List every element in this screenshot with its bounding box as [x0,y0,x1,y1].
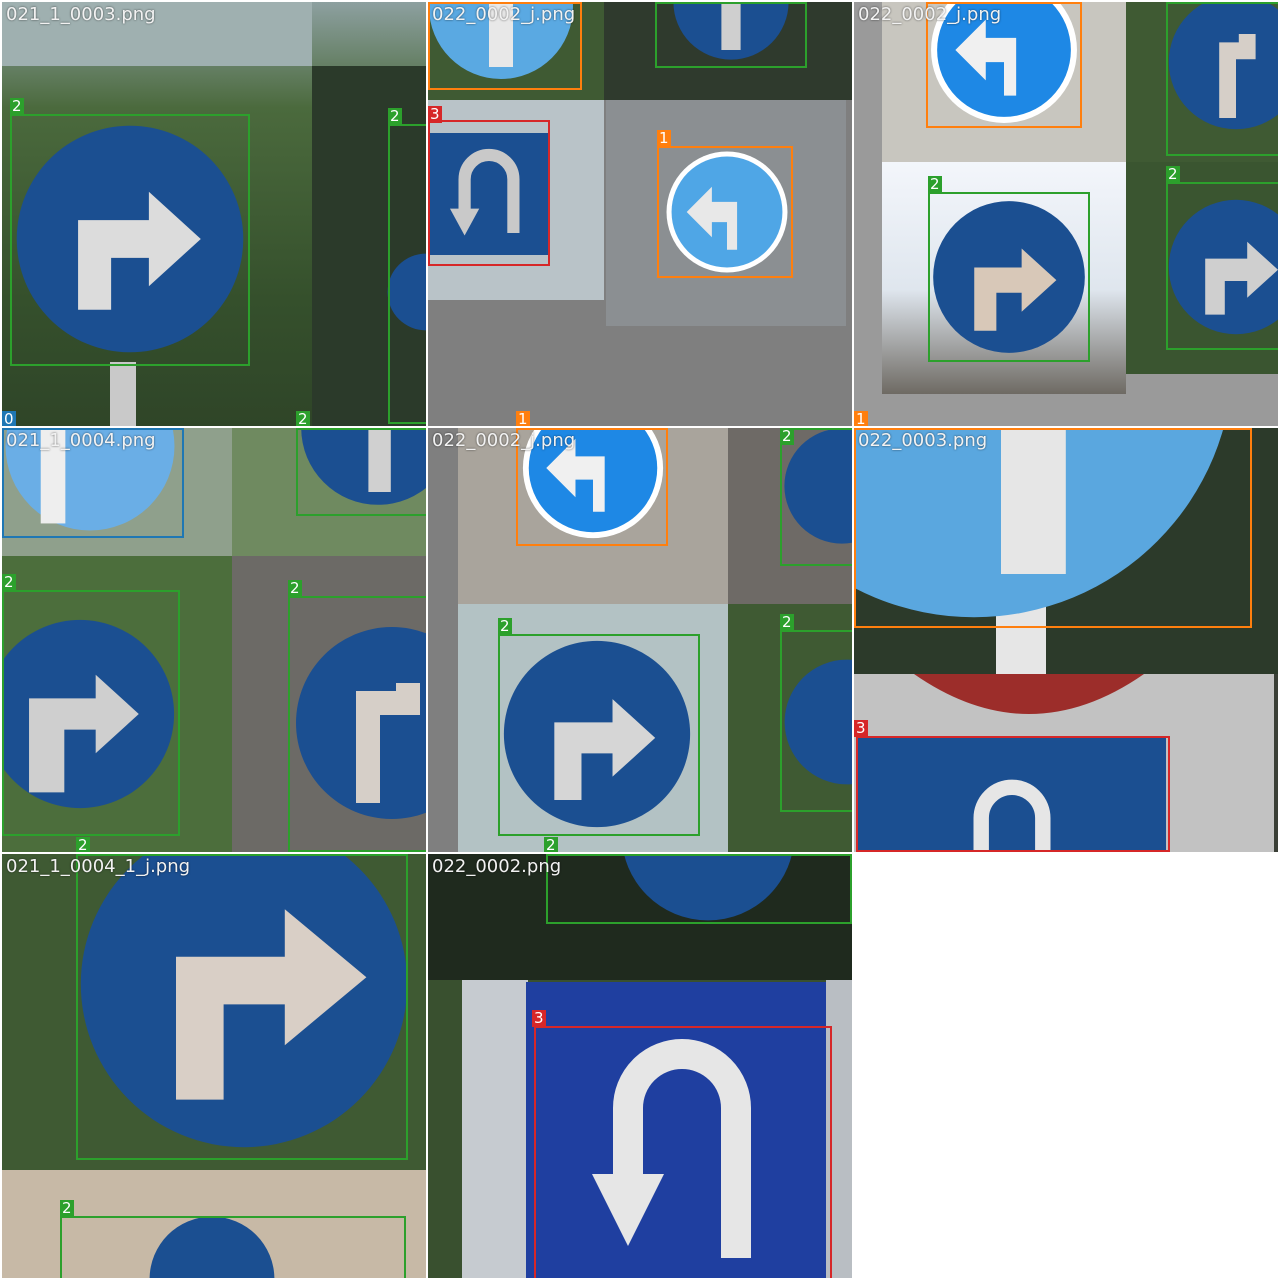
tile-5-sign-right-turn [500,636,694,832]
tile-3-sign-dark-top-right [1166,2,1278,152]
tile-8-box-b [546,854,852,924]
tile-4-sign-dark-top-right [298,428,426,508]
tile-6-sign-light-large [854,428,1254,628]
tile-1-pole [110,362,136,426]
tile-2-sign-u-turn [428,124,550,264]
tile-2: 3 1 1 022_0002_j.png [428,2,852,426]
tile-1-box-b [388,124,426,424]
tile-5-sign-dark-top-right [782,428,852,564]
tile-5-sign-left-turn [520,428,666,544]
tile-9-empty [854,854,1278,1278]
tile-2-sign-light-top [428,2,578,82]
tile-4-label-0: 2 [2,573,16,591]
tile-1-sign-right-turn [12,114,248,364]
tile-4-box-d [296,428,426,516]
tile-4-box-b [288,596,426,852]
tile-2-label-0: 3 [428,105,442,123]
tile-5-title: 022_0002_j.png [432,430,576,451]
tile-5-label-0: 2 [498,617,512,635]
tile-8: 3 022_0002.png [428,854,852,1278]
tile-6-sign-red-ring [914,674,1144,734]
tile-3-label-2: 1 [854,410,868,426]
tile-8-sign-u-turn [526,982,826,1278]
tile-4-box-c [2,428,184,538]
tile-5-box-c [516,428,668,546]
tile-4-sign-light-top [2,428,188,534]
tile-3-box-d [1166,2,1278,156]
tile-8-box-a [534,1026,832,1278]
tile-7: 2 021_1_0004_1_j.png [2,854,426,1278]
tile-3-label-0: 2 [928,175,942,193]
tile-1-box-a [10,114,250,366]
tile-2-sign-dark-top [656,2,806,62]
tile-3: 2 2 1 022_0002_j.png [854,2,1278,426]
tile-4-label-2: 2 [76,836,90,852]
tile-2-box-c [428,2,582,90]
tile-3-box-a [928,192,1090,362]
tile-8-label-0: 3 [532,1009,546,1027]
tile-2-label-1: 1 [657,129,671,147]
tile-3-sign-right-turn [930,194,1088,360]
tile-6-box-a [854,428,1252,628]
tile-7-box-b [60,1216,406,1278]
tile-4-label-1: 2 [288,579,302,597]
tile-4-box-a [2,590,180,836]
tile-7-sign-bottom [112,1214,312,1278]
tile-6-sign-u-turn [858,738,1166,852]
tile-1: 0 2 2 2 021_1_0003.png [2,2,426,426]
tile-7-label-0: 2 [60,1199,74,1217]
tile-1-label-0: 0 [2,410,16,426]
tile-4-sign-right-turn [2,592,178,836]
tile-4-sign-dark-right [292,598,426,848]
tile-5: 2 2 2 2 022_0002_j.png [428,428,852,852]
tile-3-box-c [926,2,1082,128]
tile-2-box-a [428,120,550,266]
tile-8-pole-left [462,980,528,1278]
tile-6: 3 022_0003.png [854,428,1278,852]
tile-1-sign-partial [386,162,426,422]
tile-4-title: 021_1_0004.png [6,430,156,451]
tile-1-right-strip [312,66,426,426]
tile-5-label-1: 2 [780,613,794,631]
tile-2-box-b [657,146,793,278]
tile-3-label-1: 2 [1166,165,1180,183]
tile-1-label-3: 2 [296,410,310,426]
tile-6-title: 022_0003.png [858,430,988,451]
tile-5-label-2: 2 [544,836,558,852]
tile-2-box-d [655,2,807,68]
tile-7-sign-right-turn [74,854,414,1154]
tile-5-sign-dark-right [782,632,852,812]
tile-6-box-b [856,736,1170,852]
tile-5-box-d [780,428,852,566]
tile-5-box-a [498,634,700,836]
tile-5-label-3: 2 [780,428,794,445]
tile-1-title: 021_1_0003.png [6,4,156,25]
tile-7-title: 021_1_0004_1_j.png [6,856,191,877]
tile-1-top-strip [2,2,312,66]
tile-1-label-2: 2 [388,107,402,125]
tile-3-box-b [1166,182,1278,350]
tile-2-title: 022_0002_j.png [432,4,576,25]
tile-2-sign-left-turn [664,148,790,276]
tile-7-box-a [76,854,408,1160]
tile-3-sign-left-turn [928,2,1080,128]
tile-5-box-b [780,630,852,812]
tile-2-label-2: 1 [516,410,530,426]
tile-8-sign-dark-top [588,854,828,924]
tile-1-label-1: 2 [10,97,24,115]
tile-8-title: 022_0002.png [432,856,562,877]
tile-3-title: 022_0002_j.png [858,4,1002,25]
tile-6-label-0: 3 [854,719,868,737]
tile-3-sign-right-turn-partial [1166,182,1278,352]
tile-4: 2 2 2 021_1_0004.png [2,428,426,852]
